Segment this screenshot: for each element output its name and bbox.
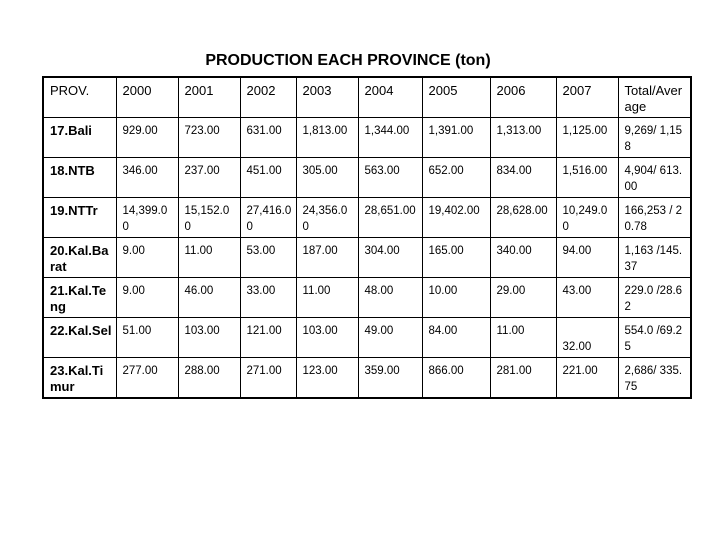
value-cell: 340.00 xyxy=(489,237,557,278)
value-cell: 866.00 xyxy=(421,357,491,399)
header-cell: 2006 xyxy=(489,76,557,118)
value-cell: 346.00 xyxy=(115,157,179,198)
value-cell: 1,516.00 xyxy=(555,157,619,198)
header-cell: Total/Average xyxy=(617,76,692,118)
value-cell: 29.00 xyxy=(489,277,557,318)
value-cell: 9.00 xyxy=(115,277,179,318)
value-cell: 929.00 xyxy=(115,117,179,158)
value-cell: 32.00 xyxy=(555,317,619,358)
value-cell: 11.00 xyxy=(489,317,557,358)
header-cell: 2001 xyxy=(177,76,241,118)
value-cell: 288.00 xyxy=(177,357,241,399)
value-cell: 1,125.00 xyxy=(555,117,619,158)
value-cell: 305.00 xyxy=(295,157,359,198)
value-cell: 4,904/ 613.00 xyxy=(617,157,692,198)
value-cell: 10.00 xyxy=(421,277,491,318)
header-cell: PROV. xyxy=(42,76,117,118)
value-cell: 53.00 xyxy=(239,237,297,278)
value-cell: 165.00 xyxy=(421,237,491,278)
value-cell: 652.00 xyxy=(421,157,491,198)
value-cell: 27,416.00 xyxy=(239,197,297,238)
province-cell: 18.NTB xyxy=(42,157,117,198)
value-cell: 28,651.00 xyxy=(357,197,423,238)
value-cell: 51.00 xyxy=(115,317,179,358)
header-row: PROV. 2000 2001 2002 2003 2004 2005 2006 2007 Tot… xyxy=(42,76,692,118)
value-cell: 1,163 /145.37 xyxy=(617,237,692,278)
value-cell: 1,313.00 xyxy=(489,117,557,158)
header-cell: 2003 xyxy=(295,76,359,118)
data-row: 18.NTB 346.00 237.00 451.00 305.00 563.00 652.… xyxy=(42,157,692,198)
data-row: 22.Kal.Sel 51.00 103.00 121.00 103.00 49.00 84… xyxy=(42,317,692,358)
header-cell: 2002 xyxy=(239,76,297,118)
data-row: 17.Bali 929.00 723.00 631.00 1,813.00 1,344.0… xyxy=(42,117,692,158)
header-cell: 2005 xyxy=(421,76,491,118)
value-cell: 15,152.00 xyxy=(177,197,241,238)
province-cell: 20.Kal.Barat xyxy=(42,237,117,278)
province-cell: 19.NTTr xyxy=(42,197,117,238)
value-cell: 24,356.00 xyxy=(295,197,359,238)
value-cell: 554.0 /69.25 xyxy=(617,317,692,358)
value-cell: 103.00 xyxy=(295,317,359,358)
value-cell: 19,402.00 xyxy=(421,197,491,238)
header-cell: 2007 xyxy=(555,76,619,118)
value-cell: 229.0 /28.62 xyxy=(617,277,692,318)
value-cell: 121.00 xyxy=(239,317,297,358)
value-cell: 166,253 / 20.78 xyxy=(617,197,692,238)
data-row: 21.Kal.Teng 9.00 46.00 33.00 11.00 48.00 10.00… xyxy=(42,277,692,318)
value-cell: 49.00 xyxy=(357,317,423,358)
province-cell: 17.Bali xyxy=(42,117,117,158)
value-cell: 1,344.00 xyxy=(357,117,423,158)
data-row: 20.Kal.Barat 9.00 11.00 53.00 187.00 304.00 16… xyxy=(42,237,692,278)
value-cell: 11.00 xyxy=(177,237,241,278)
value-cell: 103.00 xyxy=(177,317,241,358)
production-table: PROV. 2000 2001 2002 2003 2004 2005 2006 2007 Tot… xyxy=(42,76,692,399)
value-cell: 834.00 xyxy=(489,157,557,198)
value-cell: 9.00 xyxy=(115,237,179,278)
value-cell: 237.00 xyxy=(177,157,241,198)
value-cell: 2,686/ 335.75 xyxy=(617,357,692,399)
value-cell: 1,391.00 xyxy=(421,117,491,158)
value-cell: 187.00 xyxy=(295,237,359,278)
value-cell: 451.00 xyxy=(239,157,297,198)
value-cell: 46.00 xyxy=(177,277,241,318)
title: PRODUCTION EACH PROVINCE (ton) xyxy=(205,52,491,69)
province-cell: 22.Kal.Sel xyxy=(42,317,117,358)
value-cell: 723.00 xyxy=(177,117,241,158)
value-cell: 277.00 xyxy=(115,357,179,399)
header-cell: 2004 xyxy=(357,76,423,118)
value-cell: 10,249.00 xyxy=(555,197,619,238)
value-cell: 563.00 xyxy=(357,157,423,198)
data-row: 23.Kal.Timur 277.00 288.00 271.00 123.00 359.… xyxy=(42,357,692,399)
table-body: PROV. 2000 2001 2002 2003 2004 2005 2006 2007 Tot… xyxy=(42,76,692,399)
province-cell: 21.Kal.Teng xyxy=(42,277,117,318)
value-cell: 11.00 xyxy=(295,277,359,318)
header-cell: 2000 xyxy=(115,76,179,118)
value-cell: 14,399.00 xyxy=(115,197,179,238)
province-cell: 23.Kal.Timur xyxy=(42,357,117,399)
value-cell: 43.00 xyxy=(555,277,619,318)
value-cell: 48.00 xyxy=(357,277,423,318)
value-cell: 28,628.00 xyxy=(489,197,557,238)
value-cell: 1,813.00 xyxy=(295,117,359,158)
value-cell: 221.00 xyxy=(555,357,619,399)
value-cell: 631.00 xyxy=(239,117,297,158)
value-cell: 84.00 xyxy=(421,317,491,358)
data-row: 19.NTTr 14,399.00 15,152.00 27,416.00 24,356… xyxy=(42,197,692,238)
value-cell: 94.00 xyxy=(555,237,619,278)
value-cell: 123.00 xyxy=(295,357,359,399)
value-cell: 359.00 xyxy=(357,357,423,399)
value-cell: 281.00 xyxy=(489,357,557,399)
value-cell: 33.00 xyxy=(239,277,297,318)
value-cell: 9,269/ 1,158 xyxy=(617,117,692,158)
value-cell: 271.00 xyxy=(239,357,297,399)
value-cell: 304.00 xyxy=(357,237,423,278)
